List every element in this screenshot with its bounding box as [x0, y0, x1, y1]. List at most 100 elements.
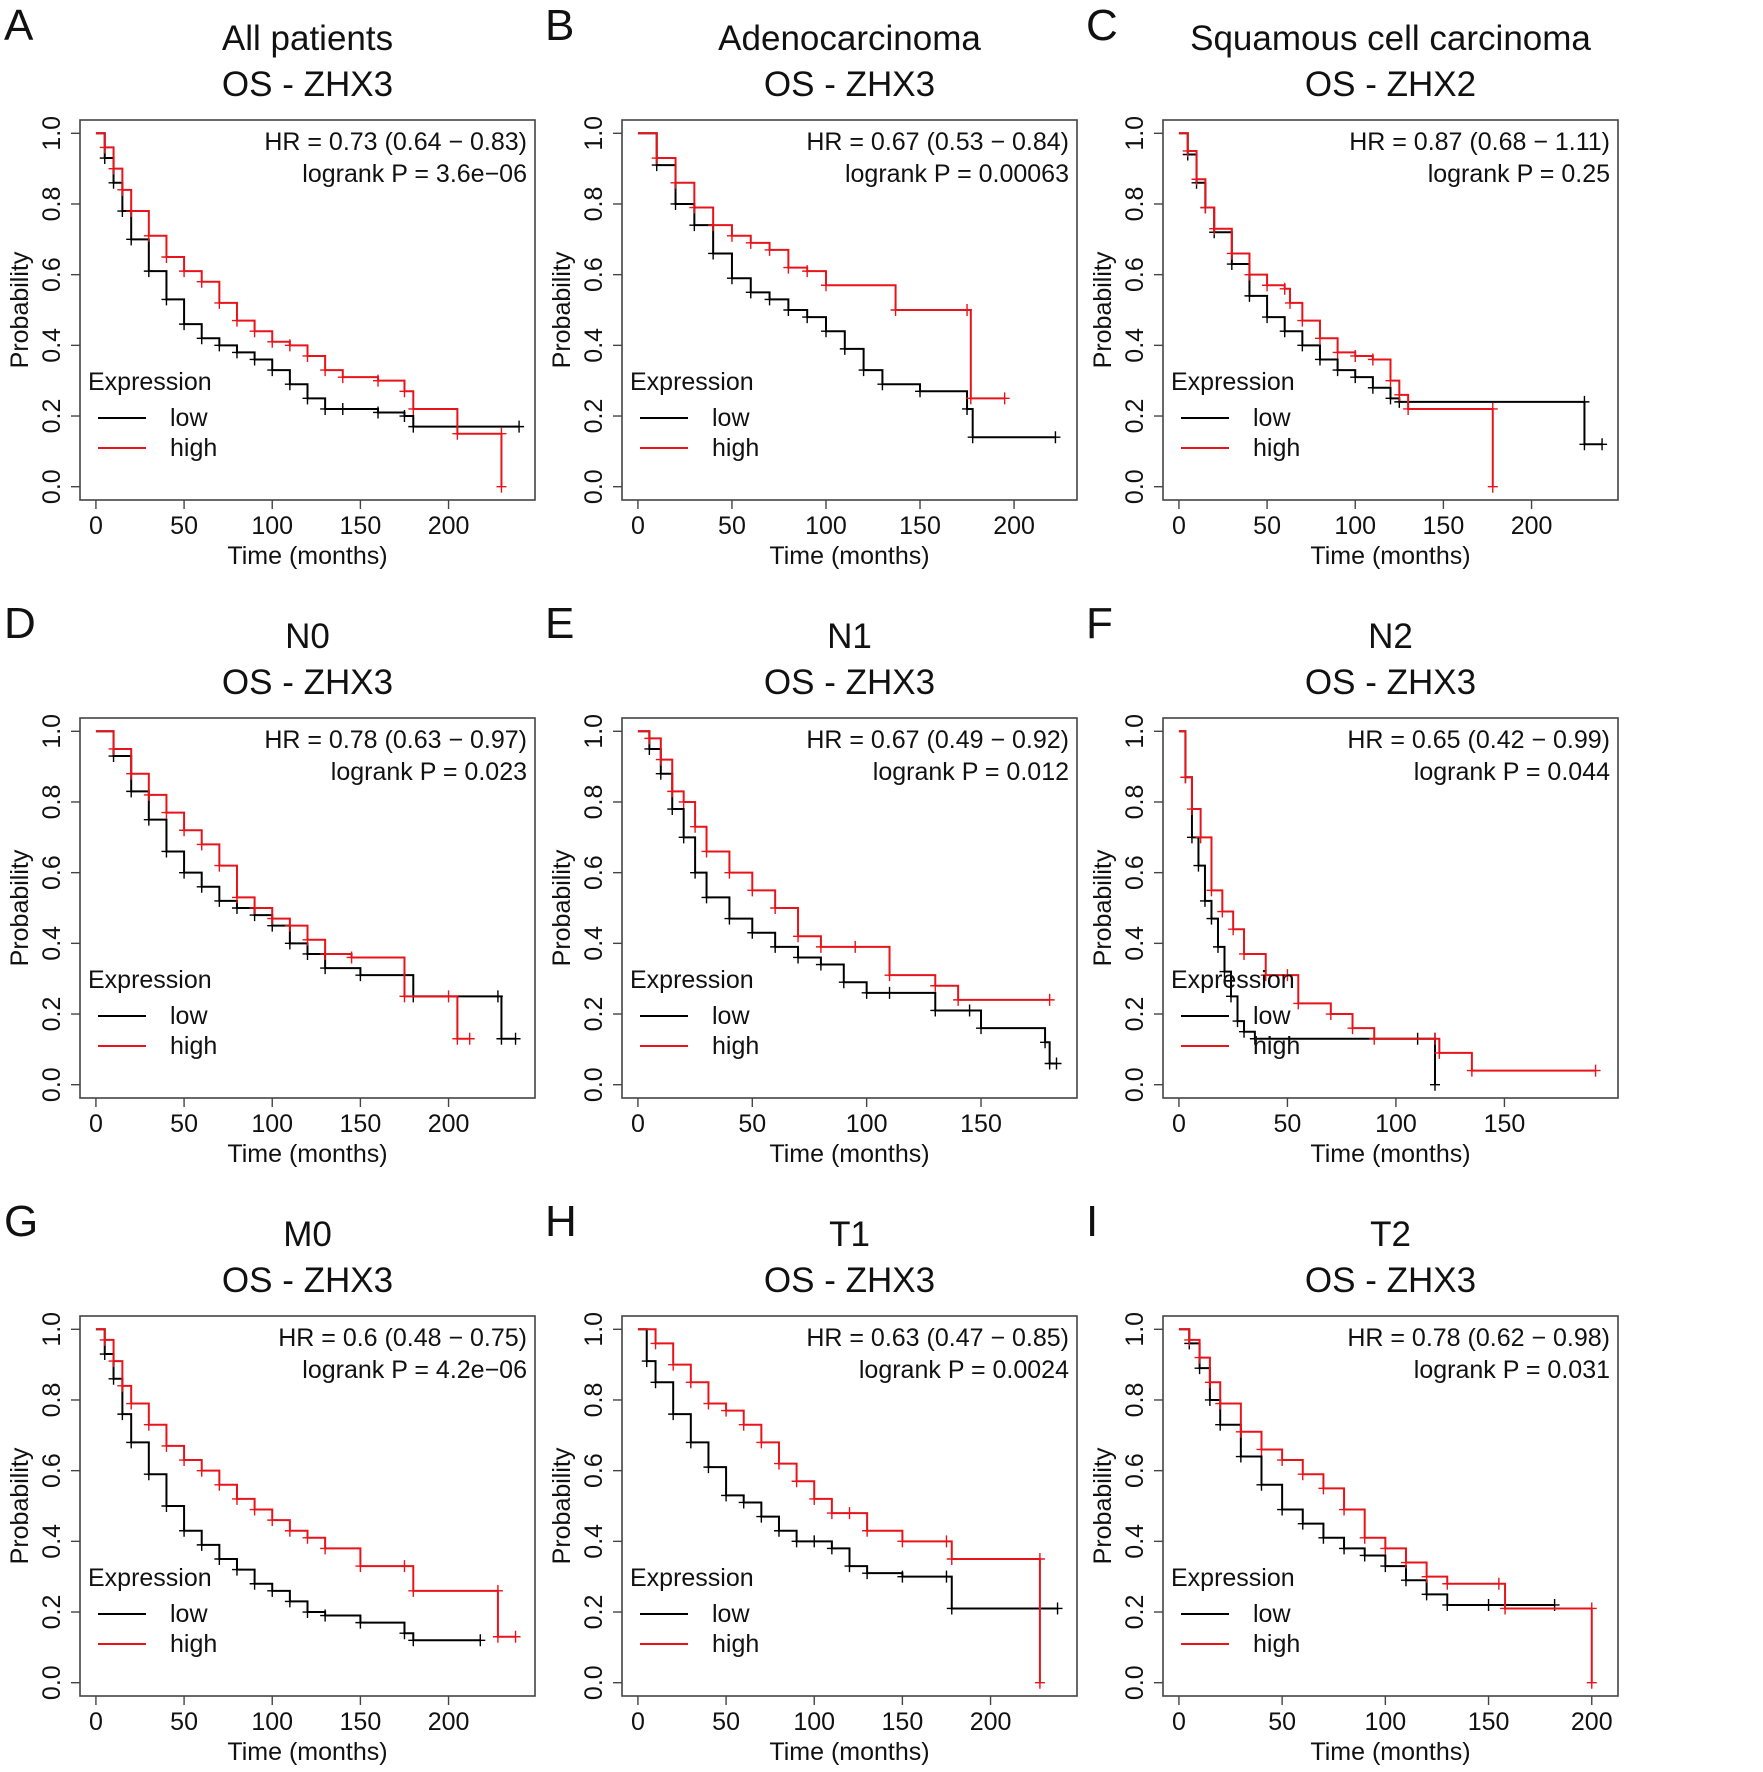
censor-mark: [670, 176, 681, 189]
censor-mark: [214, 859, 225, 872]
censor-mark: [320, 962, 331, 975]
panel-letter: H: [545, 1197, 577, 1246]
y-tick-label: 0.0: [38, 1067, 66, 1102]
x-axis-label: Time (months): [1310, 542, 1470, 570]
censor-mark: [1239, 947, 1250, 960]
censor-mark: [962, 402, 973, 415]
censor-mark: [650, 1376, 661, 1389]
censor-mark: [703, 1461, 714, 1474]
censor-mark: [791, 1475, 802, 1488]
censor-mark: [99, 141, 110, 154]
censor-mark: [793, 930, 804, 943]
censor-mark: [1244, 268, 1255, 281]
panel-letter: G: [4, 1197, 38, 1246]
legend-title: Expression: [630, 1564, 754, 1592]
censor-mark: [678, 795, 689, 808]
censor-mark: [756, 1436, 767, 1449]
x-tick-label: 150: [899, 512, 941, 540]
censor-mark: [302, 947, 313, 960]
censor-mark: [1597, 438, 1608, 451]
x-tick-label: 0: [1172, 1708, 1186, 1736]
y-axis-label: Probability: [6, 251, 34, 368]
km-panel-c: C Squamous cell carcinoma OS - ZHX2 0.0 0.2 0…: [1086, 1, 1619, 570]
censor-mark: [161, 250, 172, 263]
y-tick-label: 0.2: [38, 1595, 66, 1630]
censor-mark: [703, 1397, 714, 1410]
censor-mark: [1500, 1602, 1511, 1615]
censor-mark: [399, 990, 410, 1003]
legend-title: Expression: [88, 1564, 212, 1592]
censor-mark: [267, 912, 278, 925]
censor-mark: [143, 1468, 154, 1481]
censor-mark: [108, 162, 119, 175]
censor-mark: [179, 1524, 190, 1537]
censor-mark: [143, 265, 154, 278]
censor-mark: [161, 845, 172, 858]
censor-mark: [214, 296, 225, 309]
censor-mark: [214, 1553, 225, 1566]
legend-label-low: low: [712, 1002, 750, 1030]
hazard-ratio-label: HR = 0.63 (0.47 − 0.85): [806, 1324, 1069, 1352]
censor-mark: [196, 880, 207, 893]
censor-mark: [1051, 1057, 1062, 1070]
x-tick-label: 200: [428, 512, 470, 540]
censor-mark: [1204, 1376, 1215, 1389]
censor-mark: [1332, 346, 1343, 359]
censor-mark: [399, 1560, 410, 1573]
plot-frame: [621, 717, 1078, 1099]
legend-label-low: low: [170, 1002, 208, 1030]
censor-mark: [214, 339, 225, 352]
panel-letter: A: [4, 1, 34, 50]
censor-mark: [1434, 1046, 1445, 1059]
censor-mark: [1579, 438, 1590, 451]
censor-mark: [179, 265, 190, 278]
censor-mark: [1297, 314, 1308, 327]
y-tick-label: 0.4: [580, 1524, 608, 1559]
censor-mark: [1226, 258, 1237, 271]
survival-curve-low: [637, 1328, 1058, 1610]
censor-mark: [496, 427, 507, 440]
y-tick-label: 0.2: [580, 997, 608, 1032]
x-tick-label: 50: [712, 1708, 740, 1736]
y-tick-label: 0.0: [1121, 469, 1149, 504]
chart-title: M0: [283, 1215, 332, 1254]
y-tick-label: 0.8: [38, 785, 66, 820]
y-tick-label: 0.0: [580, 1067, 608, 1102]
censor-mark: [915, 385, 926, 398]
censor-mark: [126, 767, 137, 780]
y-tick-label: 0.8: [1121, 1383, 1149, 1418]
censor-mark: [1186, 831, 1197, 844]
censor-mark: [284, 378, 295, 391]
chart-title: Adenocarcinoma: [718, 19, 981, 58]
censor-mark: [726, 229, 737, 242]
censor-mark: [249, 1577, 260, 1590]
censor-mark: [764, 293, 775, 306]
censor-mark: [770, 902, 781, 914]
chart-title: N2: [1368, 617, 1413, 656]
y-tick-label: 0.2: [1121, 997, 1149, 1032]
plot-frame: [79, 119, 536, 501]
censor-mark: [641, 1355, 652, 1368]
logrank-p-label: logrank P = 0.031: [1414, 1356, 1610, 1384]
hazard-ratio-label: HR = 0.78 (0.63 − 0.97): [264, 726, 527, 754]
y-tick-label: 0.6: [38, 855, 66, 890]
censor-mark: [1226, 990, 1237, 1003]
legend-label-high: high: [1253, 434, 1300, 462]
censor-mark: [161, 293, 172, 306]
y-axis-label: Probability: [548, 849, 576, 966]
censor-mark: [701, 845, 712, 858]
censor-mark: [858, 364, 869, 377]
censor-mark: [302, 1606, 313, 1619]
chart-title: Squamous cell carcinoma: [1190, 19, 1591, 58]
censor-mark: [408, 420, 419, 433]
panel-letter: F: [1086, 599, 1113, 648]
x-tick-label: 0: [1172, 512, 1186, 540]
logrank-p-label: logrank P = 0.0024: [859, 1356, 1069, 1384]
censor-mark: [967, 431, 978, 444]
chart-subtitle: OS - ZHX3: [1305, 663, 1476, 702]
censor-mark: [890, 304, 901, 316]
censor-mark: [99, 152, 110, 165]
censor-mark: [644, 742, 655, 755]
logrank-p-label: logrank P = 0.023: [331, 758, 527, 786]
legend-label-low: low: [1253, 1600, 1291, 1628]
